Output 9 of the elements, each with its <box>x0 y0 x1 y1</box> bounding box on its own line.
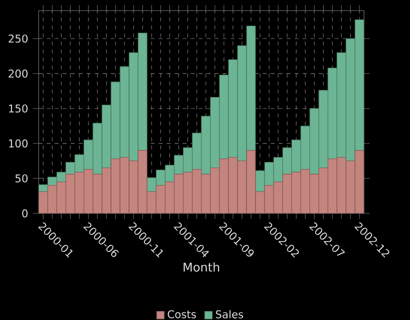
legend-label: Costs <box>168 310 196 318</box>
y-tick-label: 200 <box>8 70 28 78</box>
x-axis-title: Month <box>184 262 220 272</box>
y-tick-label: 0 <box>22 209 28 218</box>
y-tick-label: 250 <box>8 34 28 43</box>
y-tick-label: 100 <box>9 139 28 148</box>
legend-label: Sales <box>216 310 244 318</box>
y-tick-label: 50 <box>16 174 28 182</box>
y-tick-label: 150 <box>9 104 28 113</box>
